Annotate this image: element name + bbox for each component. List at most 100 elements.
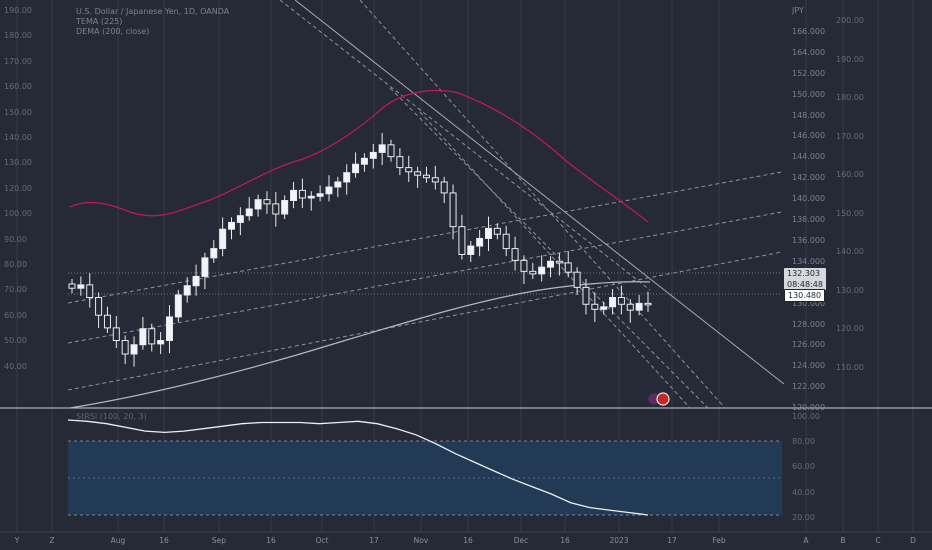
- tema-line: [69, 89, 649, 223]
- candle-body: [617, 297, 625, 305]
- left-axis-label: 100.00: [4, 209, 32, 219]
- event-markers[interactable]: [647, 392, 670, 406]
- candle-body: [121, 340, 129, 355]
- level-price-tag: 130.480: [784, 289, 826, 302]
- candle-body: [449, 192, 457, 228]
- candle-body: [210, 248, 218, 259]
- inner-axis-label: 128.000: [792, 319, 826, 329]
- candles: [68, 133, 652, 367]
- x-tick-label: Feb: [712, 536, 726, 545]
- time-axis[interactable]: Y Z Aug 16 Sep 16 Oct 17 Nov 16 Dec 16 2023 17 Feb A B C D: [14, 536, 916, 545]
- left-axis-label: 130.00: [4, 158, 32, 168]
- candle-body: [290, 189, 298, 202]
- inner-axis-label: 122.000: [792, 382, 826, 392]
- outer-axis-label: 140.00: [836, 247, 864, 256]
- osc-axis-label: 80.00: [792, 437, 815, 447]
- candle-body: [228, 221, 236, 230]
- inner-axis-label: JPY: [792, 6, 804, 15]
- dema-legend: DEMA (200, close): [76, 27, 150, 36]
- candle-body: [582, 286, 590, 305]
- candle-body: [422, 174, 430, 179]
- left-axis-label: 170.00: [4, 56, 32, 66]
- left-axis-label: 180.00: [4, 31, 32, 41]
- x-tick-label: 16: [463, 536, 473, 545]
- candle-body: [174, 294, 182, 318]
- candle-body: [130, 344, 138, 355]
- outer-axis-label: 130.00: [836, 285, 864, 295]
- oscillator-line: [67, 419, 649, 516]
- x-tick-label: Aug: [111, 536, 126, 545]
- osc-axis-label: 100.00: [792, 412, 820, 421]
- outer-axis-label: 180.00: [836, 93, 864, 102]
- symbol-title: U.S. Dollar / Japanese Yen, 1D, OANDA: [76, 7, 230, 16]
- oscillator-legend: StRSI (100, 20, 3): [76, 412, 147, 421]
- trendline-channel-2: [359, 0, 726, 409]
- candle-body: [378, 144, 386, 153]
- outer-axis-label: 190.00: [836, 54, 864, 64]
- candle-body: [254, 199, 262, 210]
- inner-axis-label: 124.000: [792, 361, 826, 371]
- candle-body: [343, 172, 351, 183]
- candle-body: [219, 228, 227, 250]
- inner-axis-label: 120.000: [792, 403, 826, 413]
- inner-axis-label: 166.000: [792, 26, 826, 36]
- left-axis-label: 60.00: [4, 310, 27, 320]
- candle-body: [112, 327, 120, 342]
- x-tick-label: 16: [560, 536, 570, 545]
- trendline-main: [294, 0, 785, 385]
- candle-body: [86, 284, 94, 299]
- candle-body: [405, 167, 413, 173]
- candle-body: [263, 199, 271, 205]
- inner-axis-label: 150.000: [792, 89, 826, 99]
- outer-axis-label: 120.00: [836, 324, 864, 333]
- x-tick-label: 17: [369, 536, 379, 545]
- candle-body: [414, 171, 422, 176]
- candle-body: [192, 275, 200, 287]
- inner-axis-label: 152.000: [792, 68, 826, 78]
- candle-body: [458, 226, 466, 255]
- candle-body: [298, 189, 306, 199]
- outer-axis-label: 170.00: [836, 131, 864, 141]
- candle-body: [520, 259, 528, 272]
- candle-body: [431, 177, 439, 183]
- inner-axis-label: 140.000: [792, 194, 826, 204]
- candle-body: [68, 283, 76, 289]
- left-axis-label: 90.00: [4, 234, 27, 244]
- osc-axis-label: 60.00: [792, 462, 815, 472]
- inner-axis-label: 144.000: [792, 152, 826, 162]
- candle-body: [396, 156, 404, 169]
- candle-body: [555, 260, 563, 264]
- x-tick-label: 17: [667, 536, 677, 545]
- inner-axis-label: 142.000: [792, 173, 826, 183]
- candle-body: [103, 314, 111, 329]
- candle-body: [467, 245, 475, 255]
- x-tick-label: Nov: [414, 536, 429, 545]
- left-axis-label: 120.00: [4, 183, 32, 193]
- x-tick-label: B: [840, 536, 845, 545]
- candle-body: [236, 215, 244, 223]
- trend-lines: [67, 0, 785, 409]
- candle-body: [148, 328, 156, 345]
- candle-body: [157, 340, 165, 345]
- candle-body: [511, 248, 519, 261]
- tema-legend: TEMA (225): [76, 17, 123, 26]
- candle-body: [316, 193, 324, 197]
- trendline-rising-2: [67, 211, 783, 344]
- candle-body: [538, 266, 546, 275]
- inner-axis-label: 130.000: [792, 298, 826, 308]
- chart-legend: U.S. Dollar / Japanese Yen, 1D, OANDA TE…: [76, 7, 229, 37]
- candle-body: [591, 303, 599, 310]
- candle-body: [245, 208, 253, 217]
- osc-axis-label: 40.00: [792, 487, 815, 497]
- candle-body: [352, 163, 360, 174]
- inner-axis-label: 148.000: [792, 110, 826, 120]
- candle-body: [165, 316, 173, 342]
- candle-body: [609, 297, 617, 308]
- x-tick-label: Sep: [212, 536, 226, 545]
- trendline-rising-3: [67, 251, 783, 391]
- trendline-channel-4: [419, 111, 691, 409]
- flag-icon[interactable]: [656, 392, 670, 406]
- outer-axis-label: 110.00: [836, 362, 864, 372]
- candle-body: [502, 233, 510, 250]
